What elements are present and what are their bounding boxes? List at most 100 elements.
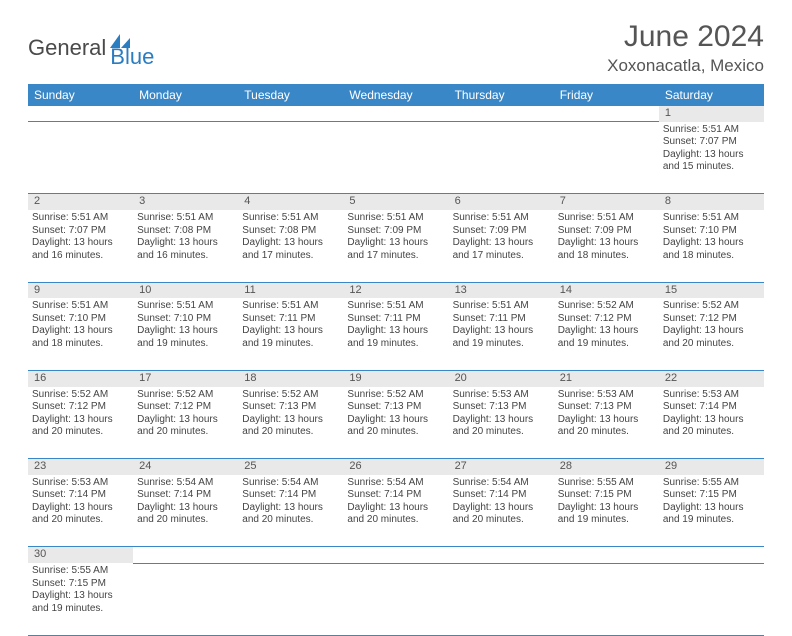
day-number-cell bbox=[343, 547, 448, 563]
sunset-line: Sunset: 7:12 PM bbox=[32, 401, 129, 414]
daylight-line: and 18 minutes. bbox=[558, 250, 655, 263]
daylight-line: and 20 minutes. bbox=[453, 514, 550, 527]
day-cell bbox=[449, 122, 554, 194]
daylight-line: and 20 minutes. bbox=[32, 514, 129, 527]
sunrise-line: Sunrise: 5:51 AM bbox=[137, 212, 234, 225]
location-label: Xoxonacatla, Mexico bbox=[607, 56, 764, 76]
day-number-cell: 11 bbox=[238, 282, 343, 298]
day-number-cell bbox=[238, 547, 343, 563]
day-number-cell bbox=[449, 106, 554, 122]
sunset-line: Sunset: 7:13 PM bbox=[558, 401, 655, 414]
sunset-line: Sunset: 7:08 PM bbox=[137, 225, 234, 238]
day-cell bbox=[133, 122, 238, 194]
day-number-cell: 10 bbox=[133, 282, 238, 298]
daylight-line: and 19 minutes. bbox=[242, 338, 339, 351]
daylight-line: and 15 minutes. bbox=[663, 161, 760, 174]
logo-text-general: General bbox=[28, 35, 106, 61]
daylight-line: Daylight: 13 hours bbox=[242, 237, 339, 250]
daylight-line: Daylight: 13 hours bbox=[663, 149, 760, 162]
sunset-line: Sunset: 7:12 PM bbox=[137, 401, 234, 414]
daylight-line: and 17 minutes. bbox=[453, 250, 550, 263]
day-cell bbox=[659, 563, 764, 635]
daylight-line: and 20 minutes. bbox=[137, 514, 234, 527]
day-cell: Sunrise: 5:53 AMSunset: 7:14 PMDaylight:… bbox=[659, 387, 764, 459]
calendar-table: Sunday Monday Tuesday Wednesday Thursday… bbox=[28, 84, 764, 636]
daylight-line: Daylight: 13 hours bbox=[137, 237, 234, 250]
daylight-line: Daylight: 13 hours bbox=[558, 325, 655, 338]
sunset-line: Sunset: 7:08 PM bbox=[242, 225, 339, 238]
day-cell: Sunrise: 5:55 AMSunset: 7:15 PMDaylight:… bbox=[28, 563, 133, 635]
day-number-cell: 29 bbox=[659, 459, 764, 475]
day-cell: Sunrise: 5:51 AMSunset: 7:08 PMDaylight:… bbox=[238, 210, 343, 282]
day-number-row: 16171819202122 bbox=[28, 370, 764, 386]
sunrise-line: Sunrise: 5:53 AM bbox=[558, 389, 655, 402]
daylight-line: Daylight: 13 hours bbox=[242, 414, 339, 427]
daylight-line: Daylight: 13 hours bbox=[32, 590, 129, 603]
sunset-line: Sunset: 7:14 PM bbox=[242, 489, 339, 502]
sunrise-line: Sunrise: 5:55 AM bbox=[32, 565, 129, 578]
day-cell bbox=[554, 122, 659, 194]
sunset-line: Sunset: 7:12 PM bbox=[663, 313, 760, 326]
day-number-cell: 22 bbox=[659, 370, 764, 386]
daylight-line: and 18 minutes. bbox=[663, 250, 760, 263]
sunset-line: Sunset: 7:10 PM bbox=[663, 225, 760, 238]
daylight-line: Daylight: 13 hours bbox=[242, 502, 339, 515]
sunrise-line: Sunrise: 5:51 AM bbox=[32, 300, 129, 313]
daylight-line: Daylight: 13 hours bbox=[347, 502, 444, 515]
daylight-line: and 17 minutes. bbox=[347, 250, 444, 263]
day-number-cell: 2 bbox=[28, 194, 133, 210]
day-number-cell: 28 bbox=[554, 459, 659, 475]
logo: General Blue bbox=[28, 20, 154, 70]
day-number-cell bbox=[238, 106, 343, 122]
day-number-cell bbox=[133, 547, 238, 563]
sunset-line: Sunset: 7:14 PM bbox=[32, 489, 129, 502]
daylight-line: and 19 minutes. bbox=[32, 603, 129, 616]
daylight-line: Daylight: 13 hours bbox=[32, 237, 129, 250]
day-number-cell: 13 bbox=[449, 282, 554, 298]
day-number-cell: 20 bbox=[449, 370, 554, 386]
day-number-cell bbox=[133, 106, 238, 122]
daylight-line: Daylight: 13 hours bbox=[32, 502, 129, 515]
day-cell bbox=[343, 122, 448, 194]
weekday-header: Monday bbox=[133, 84, 238, 106]
sunrise-line: Sunrise: 5:51 AM bbox=[32, 212, 129, 225]
daylight-line: and 20 minutes. bbox=[663, 426, 760, 439]
sunset-line: Sunset: 7:15 PM bbox=[32, 578, 129, 591]
logo-text-blue: Blue bbox=[110, 26, 154, 70]
sunrise-line: Sunrise: 5:51 AM bbox=[242, 300, 339, 313]
day-number-cell bbox=[449, 547, 554, 563]
day-number-cell: 16 bbox=[28, 370, 133, 386]
day-number-row: 1 bbox=[28, 106, 764, 122]
daylight-line: Daylight: 13 hours bbox=[663, 325, 760, 338]
day-content-row: Sunrise: 5:53 AMSunset: 7:14 PMDaylight:… bbox=[28, 475, 764, 547]
day-cell: Sunrise: 5:52 AMSunset: 7:12 PMDaylight:… bbox=[659, 298, 764, 370]
day-cell: Sunrise: 5:52 AMSunset: 7:13 PMDaylight:… bbox=[343, 387, 448, 459]
daylight-line: and 19 minutes. bbox=[137, 338, 234, 351]
day-number-cell bbox=[554, 547, 659, 563]
sunrise-line: Sunrise: 5:52 AM bbox=[663, 300, 760, 313]
weekday-header: Friday bbox=[554, 84, 659, 106]
daylight-line: and 20 minutes. bbox=[347, 426, 444, 439]
day-number-row: 30 bbox=[28, 547, 764, 563]
sunset-line: Sunset: 7:15 PM bbox=[558, 489, 655, 502]
sunrise-line: Sunrise: 5:51 AM bbox=[453, 212, 550, 225]
day-cell: Sunrise: 5:52 AMSunset: 7:12 PMDaylight:… bbox=[554, 298, 659, 370]
day-cell: Sunrise: 5:51 AMSunset: 7:09 PMDaylight:… bbox=[554, 210, 659, 282]
sunrise-line: Sunrise: 5:51 AM bbox=[137, 300, 234, 313]
daylight-line: Daylight: 13 hours bbox=[347, 414, 444, 427]
sunset-line: Sunset: 7:14 PM bbox=[137, 489, 234, 502]
daylight-line: Daylight: 13 hours bbox=[558, 237, 655, 250]
sunset-line: Sunset: 7:10 PM bbox=[137, 313, 234, 326]
daylight-line: and 20 minutes. bbox=[32, 426, 129, 439]
day-content-row: Sunrise: 5:51 AMSunset: 7:07 PMDaylight:… bbox=[28, 210, 764, 282]
daylight-line: and 19 minutes. bbox=[453, 338, 550, 351]
daylight-line: Daylight: 13 hours bbox=[137, 414, 234, 427]
sunrise-line: Sunrise: 5:52 AM bbox=[558, 300, 655, 313]
sunrise-line: Sunrise: 5:54 AM bbox=[242, 477, 339, 490]
sunset-line: Sunset: 7:13 PM bbox=[453, 401, 550, 414]
sunrise-line: Sunrise: 5:54 AM bbox=[453, 477, 550, 490]
day-number-cell: 15 bbox=[659, 282, 764, 298]
day-cell bbox=[554, 563, 659, 635]
day-cell: Sunrise: 5:51 AMSunset: 7:08 PMDaylight:… bbox=[133, 210, 238, 282]
day-cell: Sunrise: 5:53 AMSunset: 7:14 PMDaylight:… bbox=[28, 475, 133, 547]
